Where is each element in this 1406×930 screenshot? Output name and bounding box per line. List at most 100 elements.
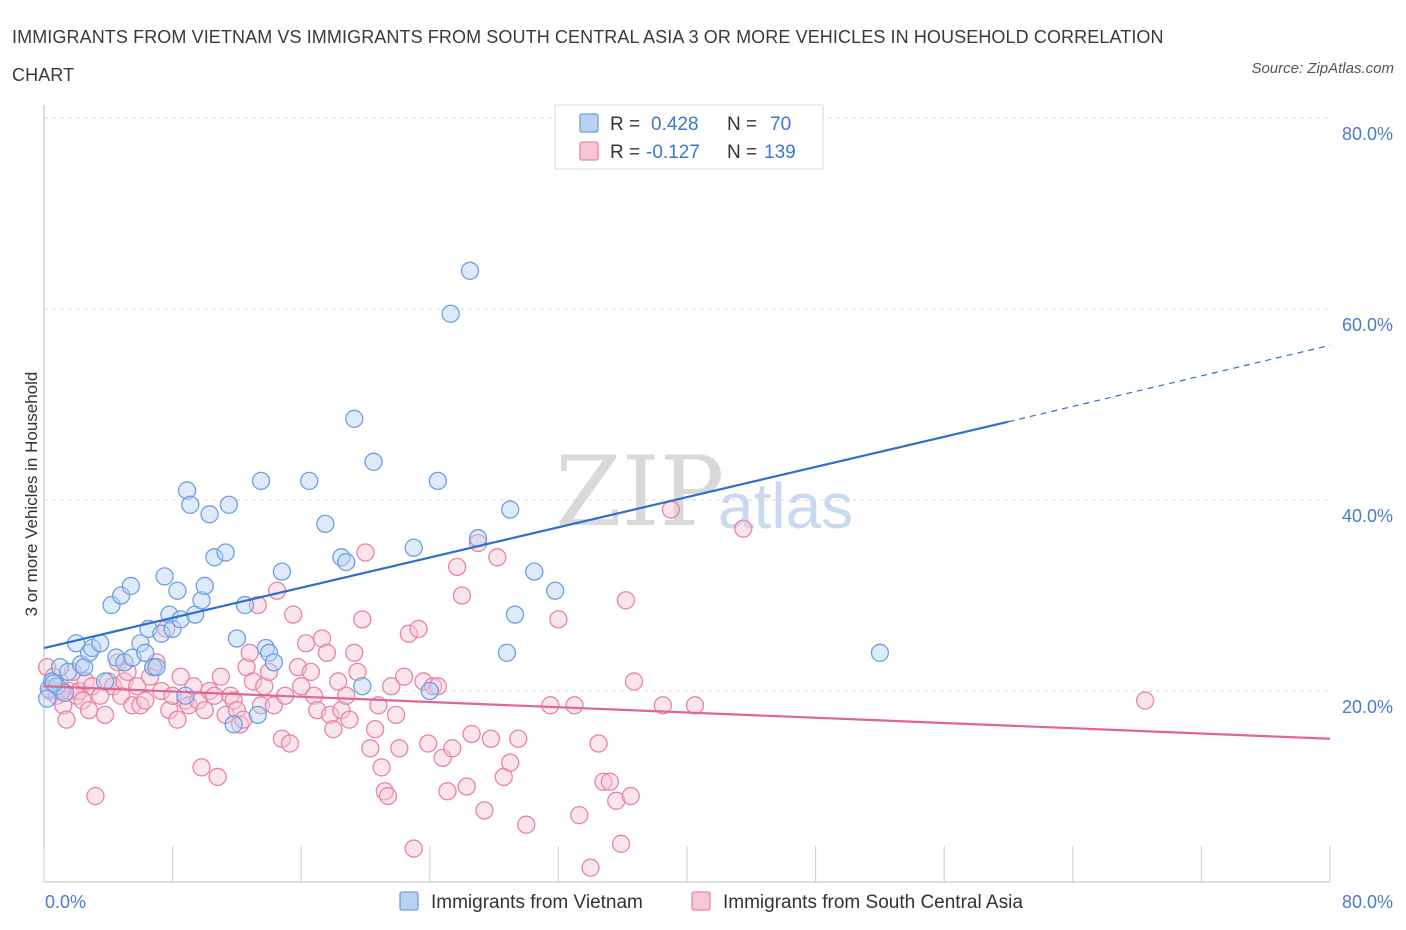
point-sca (565, 696, 584, 715)
point-sca (205, 686, 224, 705)
point-vietnam (227, 629, 247, 648)
point-vietnam (505, 605, 525, 624)
point-vietnam (155, 567, 174, 586)
y-tick-label: 20.0% (1342, 697, 1393, 717)
bottom-legend-swatch-vietnam (399, 891, 419, 911)
point-vietnam (546, 581, 565, 600)
point-sca (501, 753, 520, 772)
point-sca (372, 758, 391, 777)
chart-title: IMMIGRANTS FROM VIETNAM VS IMMIGRANTS FR… (12, 27, 1164, 85)
point-sca (38, 657, 57, 677)
point-sca (1135, 691, 1155, 710)
point-sca (240, 643, 259, 662)
point-sca (168, 710, 187, 729)
bottom-legend-swatch-sca (691, 891, 711, 911)
point-vietnam (428, 471, 447, 491)
point-sca (365, 720, 385, 739)
point-sca (337, 686, 356, 705)
trend-line-sca (43, 685, 1331, 740)
legend-n-label: N = (727, 114, 757, 135)
legend-r-sca: -0.127 (646, 142, 700, 163)
point-vietnam (136, 643, 155, 662)
point-vietnam (224, 715, 243, 734)
point-sca (386, 705, 406, 725)
point-vietnam (75, 657, 94, 677)
y-tick-labels: 20.0% 40.0% 60.0% 80.0% (1342, 124, 1393, 717)
watermark-zip: ZIP (555, 436, 724, 548)
point-vietnam (112, 586, 131, 605)
point-sca (438, 782, 457, 801)
y-axis-title: 3 or more Vehicles in Household (22, 372, 41, 617)
point-vietnam (168, 581, 187, 600)
point-sca (243, 672, 263, 691)
point-sca (227, 700, 247, 720)
point-sca (509, 729, 528, 748)
point-sca (312, 629, 332, 648)
point-vietnam (131, 634, 150, 653)
point-sca (616, 591, 636, 610)
point-sca (462, 724, 481, 744)
bottom-legend-vietnam: Immigrants from Vietnam (431, 892, 643, 913)
point-sca (251, 696, 271, 715)
legend-swatch-sca (579, 141, 599, 161)
y-tick-label: 40.0% (1342, 506, 1393, 526)
point-sca (734, 519, 753, 538)
point-sca (340, 710, 359, 729)
trend-lines (43, 344, 1331, 740)
point-vietnam (248, 705, 267, 725)
point-sca (390, 739, 409, 758)
x-tick-label-max: 80.0% (1342, 892, 1393, 912)
point-sca (224, 691, 243, 710)
point-vietnam (147, 657, 166, 677)
point-vietnam (501, 500, 520, 519)
y-tick-label: 80.0% (1342, 124, 1393, 144)
point-sca (284, 605, 303, 624)
point-sca (549, 610, 568, 629)
point-sca (624, 672, 644, 691)
legend-swatch-vietnam (579, 113, 599, 133)
point-sca (91, 686, 110, 705)
point-vietnam (200, 505, 219, 524)
x-tick-labels: 0.0% 80.0% (45, 892, 1393, 912)
bottom-legend-sca: Immigrants from South Central Asia (723, 892, 1023, 913)
point-sca (382, 677, 401, 696)
point-sca (404, 839, 423, 858)
point-sca (399, 624, 419, 643)
point-vietnam (259, 643, 279, 662)
trend-line-vietnam (43, 420, 1009, 650)
point-sca (86, 786, 105, 806)
point-sca (301, 662, 320, 682)
point-sca (685, 696, 705, 715)
point-sca (541, 696, 560, 715)
point-sca (452, 586, 472, 605)
legend-n-vietnam: 70 (770, 114, 791, 135)
trend-line-vietnam-extension (1008, 344, 1331, 423)
point-sca (324, 720, 343, 739)
point-sca (171, 667, 190, 686)
point-vietnam (264, 653, 284, 672)
point-vietnam (441, 304, 460, 323)
point-sca (211, 667, 230, 686)
point-vietnam (272, 562, 292, 581)
legend-r-vietnam: 0.428 (651, 114, 699, 135)
point-sca (248, 595, 267, 615)
point-sca (607, 791, 626, 810)
point-vietnam (364, 452, 383, 471)
point-sca (320, 705, 340, 725)
point-vietnam (44, 674, 63, 693)
point-sca (475, 801, 494, 820)
point-sca (414, 672, 433, 691)
point-vietnam (404, 538, 423, 557)
point-sca (517, 815, 536, 834)
point-vietnam (337, 552, 356, 572)
point-sca (304, 686, 324, 705)
x-tick-marks (43, 846, 1331, 882)
point-sca (317, 643, 337, 662)
bottom-legend: Immigrants from Vietnam Immigrants from … (399, 891, 1023, 913)
point-sca (192, 758, 211, 777)
point-sca (234, 710, 253, 729)
point-vietnam (251, 471, 271, 491)
point-sca (136, 691, 155, 710)
point-sca (361, 739, 380, 758)
